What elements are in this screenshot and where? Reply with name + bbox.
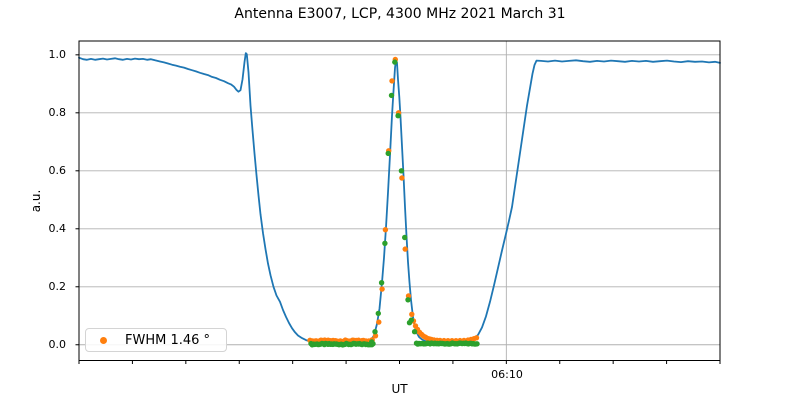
axis-ticks xyxy=(75,54,721,364)
x-tick-label-0610: 06:10 xyxy=(491,368,523,381)
legend-marker-orange-dot xyxy=(100,336,107,344)
y-axis-label: a.u. xyxy=(29,189,43,213)
signal-line-series xyxy=(78,52,721,344)
y-tick-label: 1.0 xyxy=(48,47,67,61)
data-samples-scatter-series xyxy=(308,59,480,348)
y-tick-label: 0.4 xyxy=(48,221,67,235)
plot-border xyxy=(78,40,721,361)
y-tick-label: 0.8 xyxy=(48,105,67,119)
y-tick-label: 0.0 xyxy=(48,337,67,351)
x-axis-label: UT xyxy=(391,382,408,396)
y-tick-label: 0.2 xyxy=(48,279,67,293)
legend-label: FWHM 1.46 ° xyxy=(125,332,211,348)
y-tick-label: 0.6 xyxy=(48,163,67,177)
chart-title: Antenna E3007, LCP, 4300 MHz 2021 March … xyxy=(234,6,566,22)
legend-box: FWHM 1.46 ° xyxy=(85,328,227,352)
